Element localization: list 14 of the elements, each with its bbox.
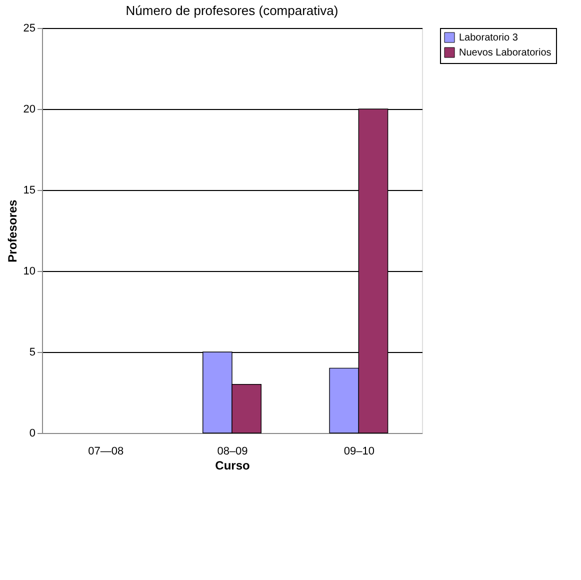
x-tick-label: 07—08 <box>88 446 124 458</box>
legend-label: Laboratorio 3 <box>459 32 518 44</box>
y-tick-label: 25 <box>23 22 36 34</box>
y-tick-label: 15 <box>23 184 36 196</box>
x-tick-label: 09–10 <box>344 446 374 458</box>
y-tick-label: 20 <box>23 104 36 116</box>
y-axis-title: Profesores <box>5 199 20 262</box>
legend-label: Nuevos Laboratorios <box>459 48 552 58</box>
chart-title: Número de profesores (comparativa) <box>126 3 338 18</box>
y-tick-label: 5 <box>29 346 36 358</box>
y-tick-label: 0 <box>29 428 36 440</box>
x-tick-label: 08–09 <box>217 446 248 458</box>
x-axis-title: Curso <box>215 458 250 472</box>
y-tick-label: 10 <box>23 266 36 278</box>
